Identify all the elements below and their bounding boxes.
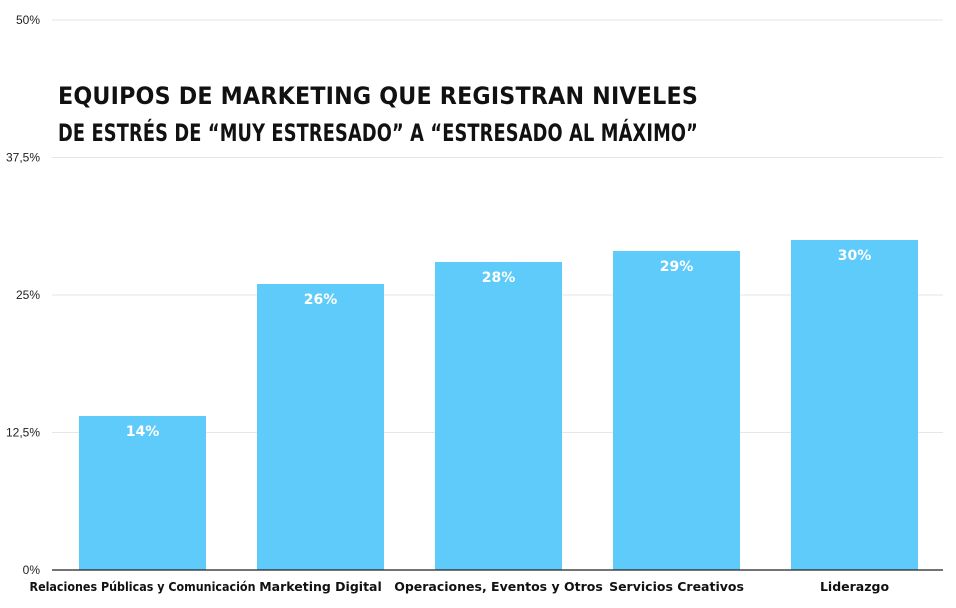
- y-tick-label: 12,5%: [6, 426, 40, 440]
- x-category-label: Relaciones Públicas y Comunicación: [30, 579, 256, 594]
- bar: [257, 284, 384, 570]
- y-tick-label: 0%: [23, 563, 41, 577]
- bars: [79, 240, 918, 570]
- data-label: 28%: [482, 270, 516, 286]
- bar: [791, 240, 918, 570]
- y-tick-label: 37,5%: [6, 151, 40, 165]
- chart-title-line-2: DE ESTRÉS DE “MUY ESTRESADO” A “ESTRESAD…: [58, 118, 698, 147]
- x-axis-category-labels: Relaciones Públicas y Comunicación Market…: [30, 579, 890, 594]
- bar: [613, 251, 740, 570]
- x-category-label: Operaciones, Eventos y Otros: [394, 579, 603, 594]
- y-axis-tick-labels: 0% 12,5% 25% 37,5% 50%: [6, 13, 40, 577]
- bar: [435, 262, 562, 570]
- data-label: 30%: [838, 248, 872, 264]
- y-tick-label: 25%: [16, 288, 40, 302]
- x-category-label: Marketing Digital: [259, 579, 382, 594]
- chart-title-line-1: EQUIPOS DE MARKETING QUE REGISTRAN NIVEL…: [58, 82, 698, 110]
- x-category-label: Servicios Creativos: [609, 579, 744, 594]
- data-label: 14%: [126, 424, 160, 440]
- data-label: 26%: [304, 292, 338, 308]
- y-tick-label: 50%: [16, 13, 40, 27]
- data-label: 29%: [660, 259, 694, 275]
- bar: [79, 416, 206, 570]
- data-labels: 14% 26% 28% 29% 30%: [126, 248, 872, 440]
- x-category-label: Liderazgo: [820, 579, 889, 594]
